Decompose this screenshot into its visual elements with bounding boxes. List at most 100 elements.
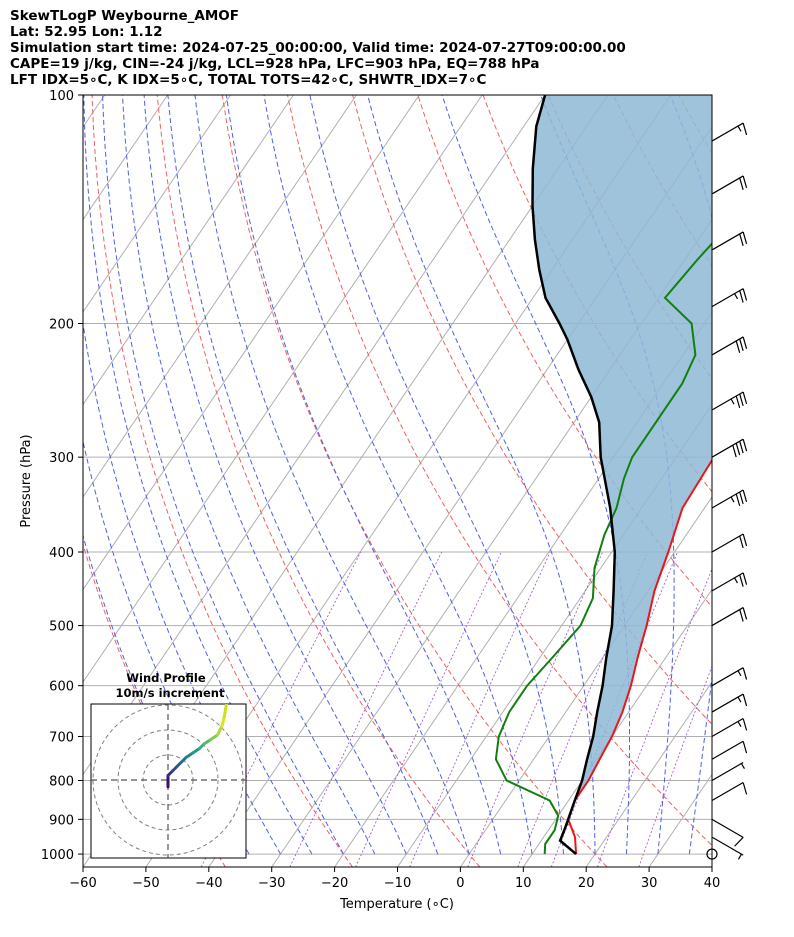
barb-flag bbox=[739, 233, 744, 246]
x-tick-label: 20 bbox=[578, 876, 595, 891]
barb-flag bbox=[742, 175, 748, 188]
barb-flag bbox=[735, 493, 741, 507]
barb-staff bbox=[711, 667, 744, 687]
barb-half bbox=[733, 577, 739, 584]
barb-half bbox=[730, 496, 735, 503]
inset-plot bbox=[91, 704, 246, 858]
isotherm-line bbox=[334, 311, 712, 867]
barb-flag bbox=[742, 231, 748, 244]
moist-adiabat bbox=[367, 95, 596, 855]
x-tick-label: −30 bbox=[258, 876, 285, 891]
y-tick-label: 700 bbox=[49, 730, 74, 745]
wind-barb bbox=[711, 836, 744, 860]
x-tick-label: −60 bbox=[69, 876, 96, 891]
barb-flag bbox=[739, 609, 744, 622]
mixing-ratio-line bbox=[638, 665, 712, 867]
x-tick-label: −50 bbox=[132, 876, 159, 891]
time-line: Simulation start time: 2024-07-25_00:00:… bbox=[10, 40, 626, 56]
mixing-ratio-line bbox=[467, 551, 603, 867]
barb-staff bbox=[711, 438, 744, 458]
barb-flag bbox=[739, 574, 744, 587]
wind-barb bbox=[711, 818, 744, 847]
barb-flag bbox=[742, 391, 748, 405]
barb-flag bbox=[734, 836, 744, 847]
barb-staff bbox=[711, 836, 744, 856]
dry-adiabat bbox=[287, 95, 712, 847]
chart-title: SkewTLogP Weybourne_AMOF bbox=[10, 8, 239, 24]
y-axis-label: Pressure (hPa) bbox=[19, 434, 34, 527]
x-axis-label: Temperature (∘C) bbox=[339, 897, 454, 912]
dry-adiabat bbox=[352, 95, 712, 726]
isotherm-line bbox=[83, 95, 294, 406]
wind-barb bbox=[711, 761, 745, 782]
wind-barb bbox=[711, 175, 748, 195]
dry-adiabat bbox=[221, 95, 608, 867]
wind-barb bbox=[711, 607, 748, 627]
barb-flag bbox=[742, 533, 748, 547]
inset-subtitle: 10m/s increment bbox=[116, 686, 225, 700]
barb-flag bbox=[742, 439, 748, 452]
moist-adiabat bbox=[83, 95, 313, 855]
barb-staff bbox=[711, 717, 744, 738]
y-tick-label: 600 bbox=[49, 680, 74, 695]
barb-half bbox=[733, 293, 739, 300]
dry-adiabat bbox=[91, 95, 353, 867]
barb-flag bbox=[739, 177, 744, 190]
barb-half bbox=[740, 763, 745, 770]
cape-shading bbox=[532, 95, 712, 801]
barb-flag bbox=[735, 395, 741, 409]
isotherm-line bbox=[711, 866, 712, 867]
moist-adiabat bbox=[143, 95, 407, 855]
barb-staff bbox=[711, 781, 744, 802]
wind-barb bbox=[711, 572, 748, 592]
barb-flag bbox=[742, 741, 748, 754]
moist-adiabat bbox=[83, 439, 250, 855]
barb-half bbox=[737, 670, 742, 677]
barb-staff bbox=[711, 231, 744, 251]
y-tick-label: 500 bbox=[49, 620, 74, 635]
barb-staff bbox=[711, 693, 744, 713]
barb-flag bbox=[739, 441, 744, 454]
isotherm-line bbox=[83, 95, 231, 313]
barb-flag bbox=[742, 693, 748, 707]
barb-half bbox=[737, 696, 742, 703]
barb-staff bbox=[711, 336, 744, 356]
y-tick-label: 900 bbox=[49, 813, 74, 828]
wind-barbs bbox=[706, 122, 748, 860]
wind-barb bbox=[711, 740, 748, 760]
barb-flag bbox=[739, 393, 744, 407]
barb-half bbox=[737, 125, 742, 132]
hodograph-segment bbox=[216, 724, 224, 737]
barb-staff bbox=[711, 288, 744, 308]
barb-flag bbox=[735, 340, 741, 353]
barb-half bbox=[737, 721, 742, 727]
cape-line: CAPE=19 j/kg, CIN=-24 j/kg, LCL=928 hPa,… bbox=[10, 56, 540, 72]
barb-flag bbox=[739, 338, 744, 351]
barb-staff bbox=[711, 391, 744, 411]
barb-flag bbox=[739, 491, 744, 505]
x-tick-label: 0 bbox=[456, 876, 464, 891]
hodograph-segment bbox=[222, 704, 228, 719]
barb-flag bbox=[732, 445, 737, 458]
hodograph-inset: Wind Profile 10m/s increment bbox=[90, 671, 247, 859]
dewpoint-line bbox=[494, 242, 712, 855]
isotherm-line bbox=[83, 95, 483, 683]
y-tick-label: 300 bbox=[49, 451, 74, 466]
isotherm-line bbox=[83, 95, 357, 498]
barb-flag bbox=[742, 718, 748, 731]
x-tick-label: −40 bbox=[195, 876, 222, 891]
barb-staff bbox=[711, 761, 744, 782]
wind-barb bbox=[711, 781, 748, 802]
mixing-ratio-line bbox=[597, 567, 712, 867]
moist-adiabat bbox=[309, 95, 564, 855]
barb-flag bbox=[742, 782, 748, 795]
barb-staff bbox=[711, 572, 744, 592]
y-tick-label: 100 bbox=[49, 89, 74, 104]
x-tick-label: −20 bbox=[321, 876, 348, 891]
wind-barb bbox=[711, 336, 748, 356]
barb-flag bbox=[742, 489, 748, 503]
barb-flag bbox=[742, 122, 748, 136]
moist-adiabat bbox=[263, 95, 533, 855]
barb-flag bbox=[742, 572, 748, 585]
moist-adiabat bbox=[194, 95, 470, 855]
